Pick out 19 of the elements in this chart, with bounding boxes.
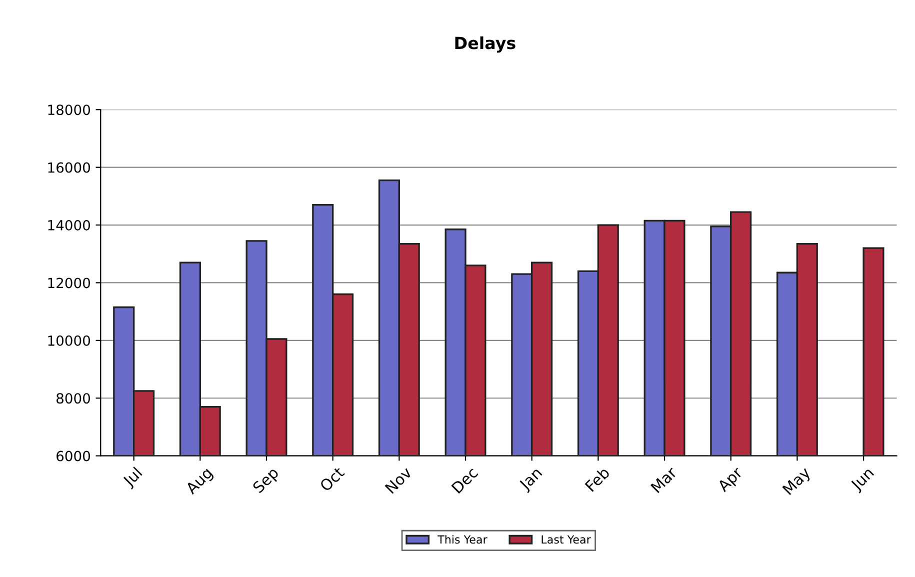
x-tick-label: Mar (650, 466, 678, 494)
x-tick-label: Apr (716, 466, 746, 495)
x-tick-label: Feb (584, 466, 610, 492)
x-tick-label: Jul (122, 466, 144, 490)
y-tick-label: 8000 (56, 393, 90, 404)
x-tick-label: Sep (252, 466, 282, 496)
legend-label: This Year (438, 535, 488, 544)
x-tick-label: Oct (319, 466, 346, 492)
x-tick-label: Dec (451, 466, 478, 494)
y-tick-label: 14000 (48, 220, 90, 231)
legend-label: Last Year (542, 535, 591, 544)
x-tick-label: Jun (850, 466, 876, 494)
y-tick-label: 18000 (48, 104, 90, 116)
y-tick-label: 6000 (56, 450, 90, 462)
y-tick-label: 12000 (48, 278, 90, 288)
x-tick-label: Jan (518, 466, 544, 494)
y-tick-label: 10000 (48, 335, 90, 346)
chart-title: Delays (455, 36, 516, 53)
y-tick-label: 16000 (48, 162, 90, 173)
